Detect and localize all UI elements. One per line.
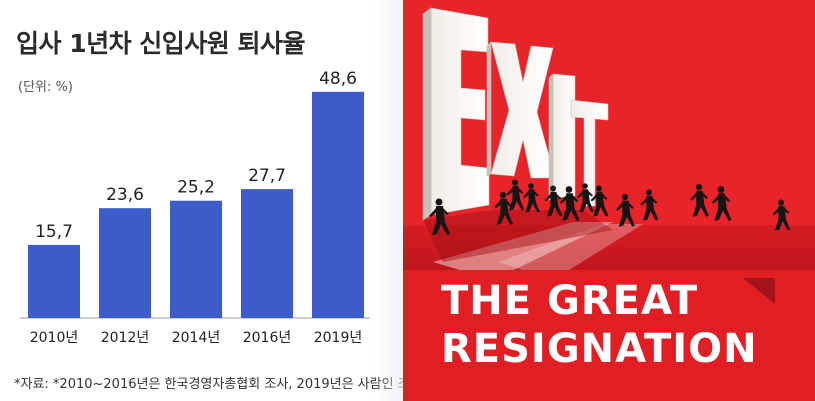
runner-silhouette xyxy=(690,183,709,217)
chart-source-note: *자료: *2010~2016년은 한국경영자총협회 조사, 2019년은 사람… xyxy=(14,377,403,392)
bar-2014년 xyxy=(170,200,222,318)
light-ray xyxy=(498,224,643,280)
exit-letter-x xyxy=(486,41,556,179)
runner-silhouette xyxy=(494,191,513,225)
runner-silhouette xyxy=(711,186,732,221)
runner-silhouette xyxy=(544,185,563,217)
exit-illustration xyxy=(403,7,815,401)
runner-silhouette xyxy=(616,193,635,227)
bar-value-label: 25,2 xyxy=(177,178,215,198)
light-ray xyxy=(433,222,613,280)
bar-value-label: 27,7 xyxy=(248,166,286,186)
banner-title-line-1: THE GREAT xyxy=(441,278,699,324)
bar-2010년 xyxy=(28,244,80,318)
exit-letter-e xyxy=(422,7,490,221)
runner-silhouette xyxy=(559,186,580,221)
x-tick-label: 2019년 xyxy=(314,330,363,346)
banner-corner-fold xyxy=(743,278,775,304)
title-banner xyxy=(403,270,815,401)
bar-value-label: 23,6 xyxy=(106,185,144,205)
x-tick-label: 2012년 xyxy=(101,330,150,346)
runner-silhouette xyxy=(772,199,791,231)
running-people xyxy=(429,179,791,235)
runner-silhouette xyxy=(590,185,609,217)
x-tick-label: 2014년 xyxy=(172,330,221,346)
faint-background-strip xyxy=(373,0,403,401)
runner-silhouette xyxy=(523,183,540,213)
runner-silhouette xyxy=(506,179,525,211)
banner-title-line-2: RESIGNATION xyxy=(441,326,758,372)
bar-2012년 xyxy=(99,208,151,318)
chart-panel: 입사 1년차 신입사원 퇴사율 (단위: %) 15,7 2010년 23,6 201… xyxy=(0,0,403,401)
bar-chart: 15,7 2010년 23,6 2012년 25,2 2014년 27,7 2016년 48,6… xyxy=(20,69,370,346)
runner-silhouette xyxy=(640,189,659,221)
exit-letter-i xyxy=(548,73,576,201)
runner-silhouette xyxy=(429,198,450,235)
bar-value-label: 48,6 xyxy=(319,69,357,89)
exit-letter-t xyxy=(570,99,609,207)
poster-panel: THE GREAT RESIGNATION xyxy=(403,0,815,401)
chart-unit-label: (단위: %) xyxy=(18,80,73,95)
bar-2016년 xyxy=(241,189,293,318)
runner-silhouette xyxy=(577,183,594,213)
x-tick-label: 2010년 xyxy=(30,330,79,346)
bar-2019년 xyxy=(312,91,364,318)
bar-value-label: 15,7 xyxy=(35,222,73,242)
letter-shadow xyxy=(423,210,613,262)
chart-title: 입사 1년차 신입사원 퇴사율 xyxy=(16,29,306,58)
x-tick-label: 2016년 xyxy=(243,330,292,346)
